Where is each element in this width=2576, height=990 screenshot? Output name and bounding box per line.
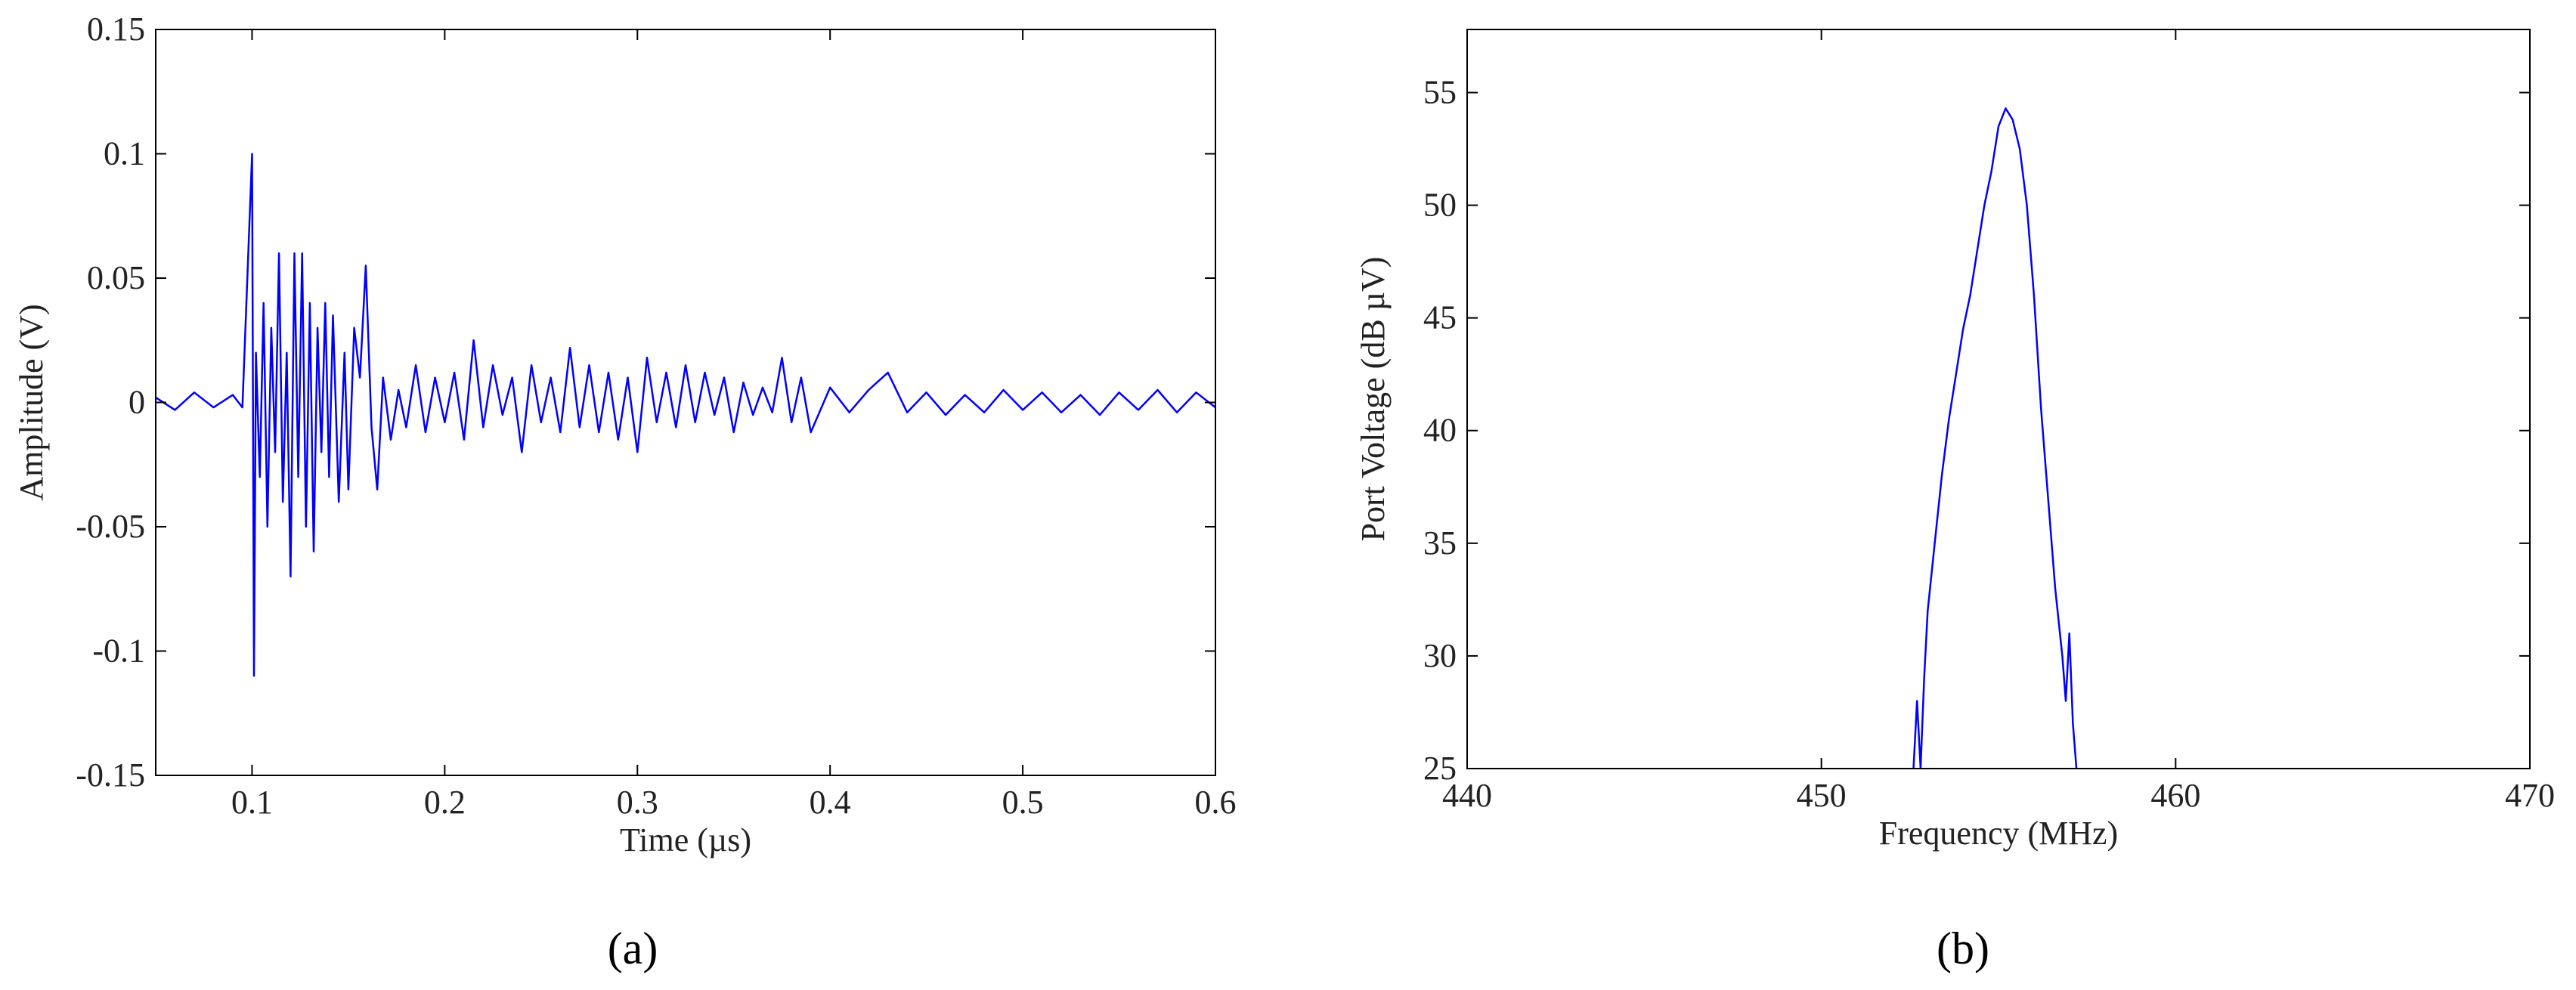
x-tick-label: 470: [2505, 777, 2555, 814]
y-tick-label: -0.1: [92, 633, 145, 670]
data-line: [1912, 107, 2078, 770]
x-tick-label: 440: [1442, 777, 1492, 814]
y-tick-label: 25: [1423, 750, 1457, 787]
y-tick-label: 30: [1423, 637, 1457, 674]
x-tick-label: 0.2: [424, 784, 466, 821]
x-axis-label: Frequency (MHz): [1879, 815, 2118, 852]
x-tick-label: 450: [1797, 777, 1847, 814]
x-tick-label: 0.1: [231, 784, 273, 821]
x-tick-label: 0.6: [1195, 784, 1237, 821]
subfigure-caption: (b): [1937, 923, 1989, 973]
y-tick-label: 0: [128, 384, 145, 421]
y-tick-label: 45: [1423, 299, 1457, 336]
y-tick-label: 0.05: [87, 259, 145, 296]
x-tick-label: 0.3: [617, 784, 658, 821]
y-tick-label: -0.05: [76, 508, 145, 545]
data-line: [155, 153, 1216, 677]
y-tick-label: 35: [1423, 524, 1457, 562]
y-tick-label: 0.1: [104, 135, 145, 172]
x-tick-label: 0.4: [810, 784, 851, 821]
plot-frame: [155, 29, 1216, 776]
x-tick-label: 460: [2150, 777, 2200, 814]
y-tick-label: 40: [1423, 412, 1457, 449]
y-axis-label: Amplitude (V): [13, 304, 50, 500]
y-tick-label: 55: [1423, 73, 1457, 110]
x-tick-label: 0.5: [1002, 784, 1044, 821]
y-tick-label: 50: [1423, 187, 1457, 224]
x-axis-label: Time (µs): [620, 821, 751, 859]
y-tick-label: -0.15: [76, 756, 145, 794]
y-tick-label: 0.15: [87, 11, 145, 48]
subfigure-caption: (a): [608, 923, 658, 973]
y-axis-label: Port Voltage (dB µV): [1355, 257, 1392, 542]
plot-frame: [1466, 29, 2531, 769]
